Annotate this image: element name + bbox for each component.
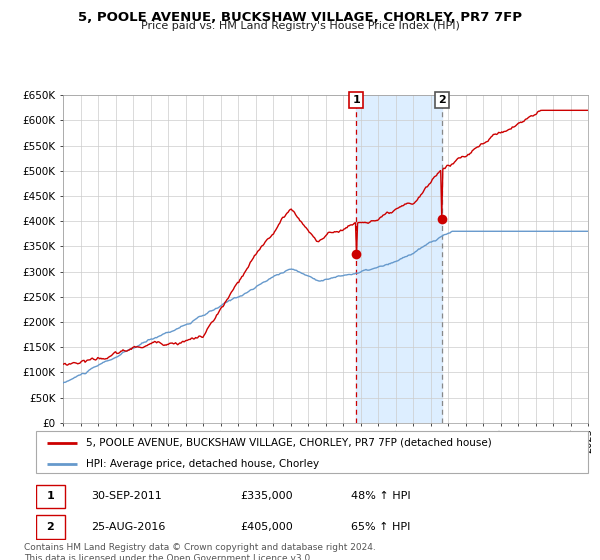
Text: 1: 1 bbox=[352, 95, 360, 105]
Text: £335,000: £335,000 bbox=[240, 491, 293, 501]
Text: HPI: Average price, detached house, Chorley: HPI: Average price, detached house, Chor… bbox=[86, 459, 319, 469]
Text: 30-SEP-2011: 30-SEP-2011 bbox=[91, 491, 162, 501]
Text: 1: 1 bbox=[46, 491, 54, 501]
Text: 2: 2 bbox=[46, 522, 54, 532]
FancyBboxPatch shape bbox=[36, 431, 588, 473]
Text: 5, POOLE AVENUE, BUCKSHAW VILLAGE, CHORLEY, PR7 7FP (detached house): 5, POOLE AVENUE, BUCKSHAW VILLAGE, CHORL… bbox=[86, 438, 491, 448]
Text: 65% ↑ HPI: 65% ↑ HPI bbox=[350, 522, 410, 532]
FancyBboxPatch shape bbox=[36, 484, 65, 508]
Text: 5, POOLE AVENUE, BUCKSHAW VILLAGE, CHORLEY, PR7 7FP: 5, POOLE AVENUE, BUCKSHAW VILLAGE, CHORL… bbox=[78, 11, 522, 24]
Text: Contains HM Land Registry data © Crown copyright and database right 2024.
This d: Contains HM Land Registry data © Crown c… bbox=[24, 543, 376, 560]
Text: Price paid vs. HM Land Registry's House Price Index (HPI): Price paid vs. HM Land Registry's House … bbox=[140, 21, 460, 31]
Text: 25-AUG-2016: 25-AUG-2016 bbox=[91, 522, 166, 532]
Bar bbox=[356, 95, 442, 423]
FancyBboxPatch shape bbox=[36, 515, 65, 539]
Text: 2: 2 bbox=[438, 95, 446, 105]
Text: 48% ↑ HPI: 48% ↑ HPI bbox=[350, 491, 410, 501]
Text: £405,000: £405,000 bbox=[240, 522, 293, 532]
